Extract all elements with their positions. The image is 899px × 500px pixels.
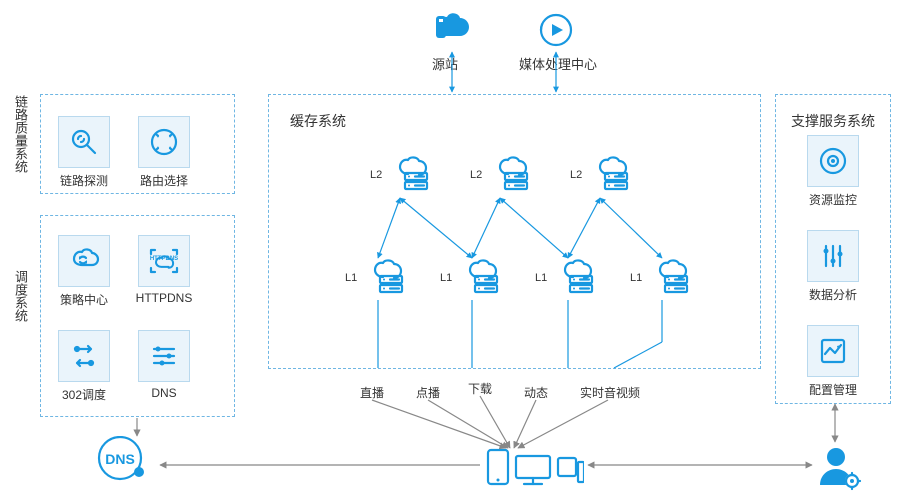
service-type-label: 实时音视频 xyxy=(580,384,640,401)
policy-center-icon xyxy=(58,235,110,287)
cache-l1-node: L1 xyxy=(630,258,691,298)
policy-center-label: 策略中心 xyxy=(56,291,112,308)
client-devices-icon xyxy=(486,448,584,495)
cache-l2-label: L2 xyxy=(470,169,482,181)
svg-text:DNS: DNS xyxy=(105,451,135,467)
link-quality-vtitle: 链路质量系统 xyxy=(11,95,30,173)
cache-l2-label: L2 xyxy=(370,169,382,181)
302-schedule-icon xyxy=(58,330,110,382)
origin-icon xyxy=(430,10,476,55)
cloud-server-icon xyxy=(647,258,691,298)
config-manage-icon xyxy=(807,325,859,377)
cache-l2-node: L2 xyxy=(370,155,431,195)
cache-l2-label: L2 xyxy=(570,169,582,181)
cache-l1-label: L1 xyxy=(345,272,357,284)
config-manage-label: 配置管理 xyxy=(805,381,861,398)
dns-bubble-icon: DNS xyxy=(95,436,155,491)
cache-l2-node: L2 xyxy=(470,155,531,195)
httpdns-label: HTTPDNS xyxy=(133,291,195,305)
data-analysis-label: 数据分析 xyxy=(805,286,861,303)
service-type-label: 直播 xyxy=(360,384,384,401)
cache-l1-label: L1 xyxy=(630,272,642,284)
cache-l1-node: L1 xyxy=(345,258,406,298)
route-select-icon xyxy=(138,116,190,168)
dns-icon-box xyxy=(138,330,190,382)
support-title: 支撑服务系统 xyxy=(791,111,875,131)
media-center-icon xyxy=(536,10,576,55)
cache-l1-label: L1 xyxy=(440,272,452,284)
cloud-server-icon xyxy=(487,155,531,195)
cloud-server-icon xyxy=(362,258,406,298)
302-schedule-label: 302调度 xyxy=(56,386,112,403)
admin-user-icon xyxy=(816,445,864,496)
link-detect-icon xyxy=(58,116,110,168)
resource-monitor-icon xyxy=(807,135,859,187)
service-type-label: 点播 xyxy=(416,384,440,401)
media-center-label: 媒体处理中心 xyxy=(519,54,597,73)
service-type-label: 动态 xyxy=(524,384,548,401)
cache-l1-node: L1 xyxy=(440,258,501,298)
cache-system-title: 缓存系统 xyxy=(290,111,346,131)
cloud-server-icon xyxy=(457,258,501,298)
data-analysis-icon xyxy=(807,230,859,282)
resource-monitor-label: 资源监控 xyxy=(805,191,861,208)
origin-label: 源站 xyxy=(432,54,458,73)
cache-l2-node: L2 xyxy=(570,155,631,195)
link-detect-label: 链路探测 xyxy=(56,172,112,189)
cloud-server-icon xyxy=(387,155,431,195)
schedule-vtitle: 调度系统 xyxy=(11,270,30,322)
dns-label: DNS xyxy=(136,386,192,400)
httpdns-icon: HTTPDNS xyxy=(138,235,190,287)
service-type-label: 下载 xyxy=(468,380,492,397)
cache-l1-node: L1 xyxy=(535,258,596,298)
cloud-server-icon xyxy=(552,258,596,298)
cloud-server-icon xyxy=(587,155,631,195)
route-select-label: 路由选择 xyxy=(136,172,192,189)
cache-l1-label: L1 xyxy=(535,272,547,284)
cache-system-box xyxy=(268,94,761,369)
